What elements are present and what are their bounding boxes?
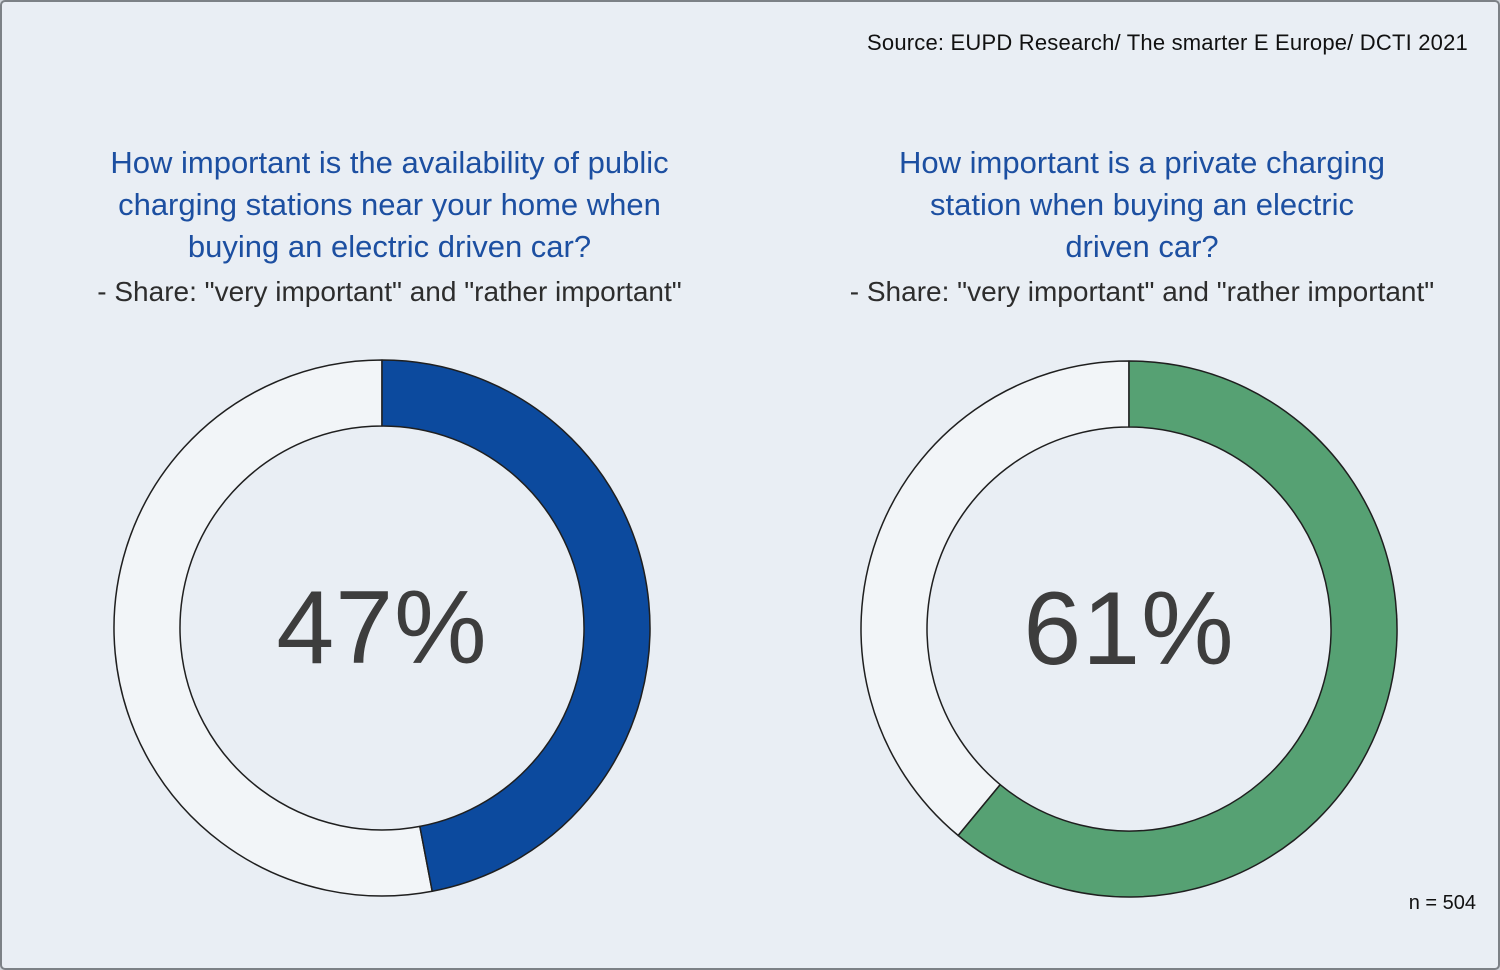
- left-title-line-1: How important is the availability of pub…: [110, 145, 669, 180]
- left-title-line-2: charging stations near your home when: [118, 187, 661, 222]
- left-title-line-3: buying an electric driven car?: [187, 229, 592, 264]
- sample-size-label: n = 504: [1408, 892, 1476, 914]
- right-donut-svg: [860, 360, 1398, 898]
- left-donut-chart: 47%: [112, 358, 652, 898]
- right-donut-value: 61%: [1023, 570, 1235, 687]
- left-donut-value: 47%: [276, 569, 488, 686]
- right-title-line-3: driven car?: [1065, 229, 1219, 264]
- right-title-line-2: station when buying an electric: [930, 187, 1354, 222]
- right-title-line-1: How important is a private charging: [899, 145, 1385, 180]
- left-chart-subtitle: - Share: "very important" and "rather im…: [97, 276, 682, 307]
- right-donut-chart: 61%: [859, 359, 1399, 899]
- left-donut-svg: [113, 359, 651, 897]
- right-chart-title: How important is a private charging stat…: [767, 142, 1498, 310]
- right-chart-subtitle: - Share: "very important" and "rather im…: [849, 276, 1435, 307]
- source-text: Source: EUPD Research/ The smarter E Eur…: [867, 30, 1468, 55]
- left-chart-title: How important is the availability of pub…: [12, 142, 767, 310]
